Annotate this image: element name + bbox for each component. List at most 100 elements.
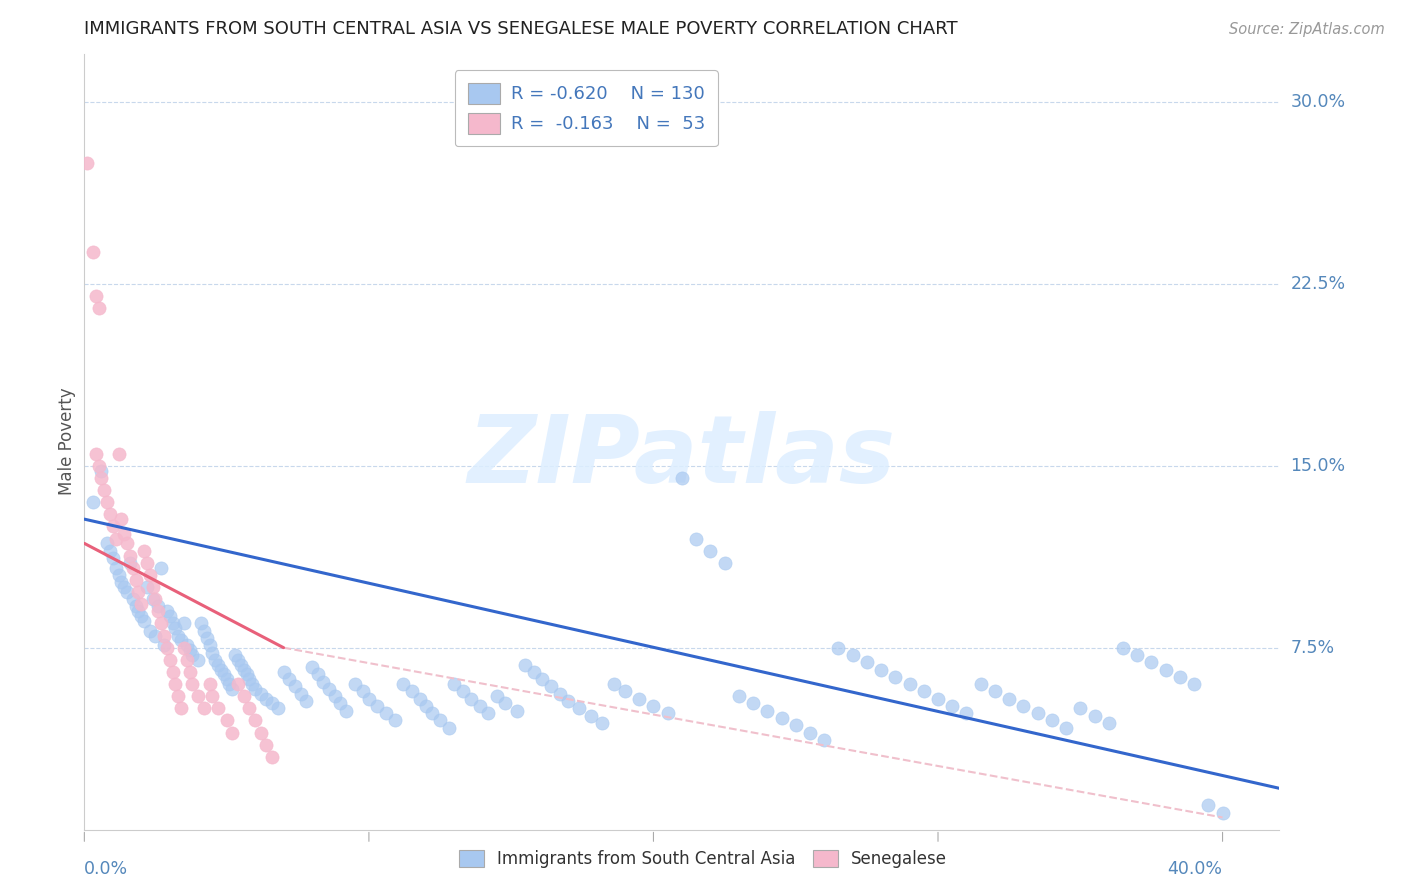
- Point: [93, 483, 115, 497]
- Point: [727, 689, 749, 703]
- Point: [352, 684, 374, 698]
- Point: [506, 704, 529, 718]
- Point: [136, 556, 159, 570]
- Point: [87, 301, 110, 315]
- Point: [531, 672, 554, 686]
- Text: IMMIGRANTS FROM SOUTH CENTRAL ASIA VS SENEGALESE MALE POVERTY CORRELATION CHART: IMMIGRANTS FROM SOUTH CENTRAL ASIA VS SE…: [84, 21, 957, 38]
- Point: [179, 643, 201, 657]
- Text: 15.0%: 15.0%: [1291, 457, 1346, 475]
- Point: [159, 609, 181, 624]
- Point: [515, 657, 537, 672]
- Point: [278, 672, 301, 686]
- Point: [82, 495, 104, 509]
- Point: [357, 691, 380, 706]
- Point: [1040, 714, 1063, 728]
- Point: [312, 674, 335, 689]
- Point: [207, 657, 229, 672]
- Point: [671, 471, 693, 485]
- Point: [870, 663, 893, 677]
- Point: [1212, 805, 1234, 820]
- Point: [142, 580, 165, 594]
- Text: 7.5%: 7.5%: [1291, 639, 1334, 657]
- Point: [170, 701, 193, 715]
- Point: [1182, 677, 1205, 691]
- Point: [267, 701, 290, 715]
- Point: [156, 640, 179, 655]
- Point: [429, 714, 451, 728]
- Point: [523, 665, 546, 679]
- Point: [170, 633, 193, 648]
- Point: [198, 677, 221, 691]
- Point: [235, 667, 257, 681]
- Point: [112, 526, 135, 541]
- Point: [485, 689, 508, 703]
- Point: [290, 687, 312, 701]
- Point: [129, 609, 152, 624]
- Point: [451, 684, 474, 698]
- Point: [215, 672, 238, 686]
- Point: [392, 677, 415, 691]
- Point: [1126, 648, 1149, 662]
- Point: [162, 616, 184, 631]
- Point: [201, 646, 224, 660]
- Point: [742, 697, 765, 711]
- Text: 0.0%: 0.0%: [84, 860, 128, 878]
- Point: [127, 604, 149, 618]
- Point: [468, 698, 491, 713]
- Point: [107, 568, 129, 582]
- Point: [107, 447, 129, 461]
- Point: [115, 536, 138, 550]
- Point: [657, 706, 679, 721]
- Point: [104, 560, 127, 574]
- Point: [150, 560, 173, 574]
- Point: [643, 698, 665, 713]
- Point: [415, 698, 437, 713]
- Point: [628, 691, 651, 706]
- Point: [256, 691, 278, 706]
- Point: [713, 556, 735, 570]
- Point: [162, 665, 184, 679]
- Point: [76, 155, 98, 169]
- Point: [136, 580, 159, 594]
- Point: [90, 471, 112, 485]
- Point: [87, 458, 110, 473]
- Point: [207, 701, 229, 715]
- Point: [165, 677, 187, 691]
- Point: [124, 599, 146, 614]
- Point: [284, 680, 307, 694]
- Point: [82, 245, 104, 260]
- Point: [243, 681, 266, 696]
- Point: [1054, 721, 1077, 735]
- Point: [970, 677, 993, 691]
- Point: [115, 585, 138, 599]
- Point: [557, 694, 579, 708]
- Point: [98, 508, 121, 522]
- Point: [366, 698, 388, 713]
- Text: 30.0%: 30.0%: [1291, 93, 1346, 111]
- Point: [1069, 701, 1091, 715]
- Text: 22.5%: 22.5%: [1291, 275, 1346, 293]
- Point: [301, 660, 323, 674]
- Point: [96, 495, 118, 509]
- Point: [232, 663, 254, 677]
- Point: [785, 718, 807, 732]
- Point: [243, 714, 266, 728]
- Point: [165, 621, 187, 635]
- Point: [190, 616, 212, 631]
- Point: [262, 697, 284, 711]
- Point: [156, 604, 179, 618]
- Point: [548, 687, 571, 701]
- Point: [409, 691, 432, 706]
- Point: [238, 701, 260, 715]
- Point: [118, 549, 141, 563]
- Point: [110, 512, 132, 526]
- Point: [941, 698, 963, 713]
- Point: [101, 519, 124, 533]
- Point: [101, 550, 124, 566]
- Point: [912, 684, 935, 698]
- Point: [579, 708, 602, 723]
- Point: [176, 653, 198, 667]
- Point: [209, 663, 232, 677]
- Point: [193, 701, 215, 715]
- Point: [1083, 708, 1105, 723]
